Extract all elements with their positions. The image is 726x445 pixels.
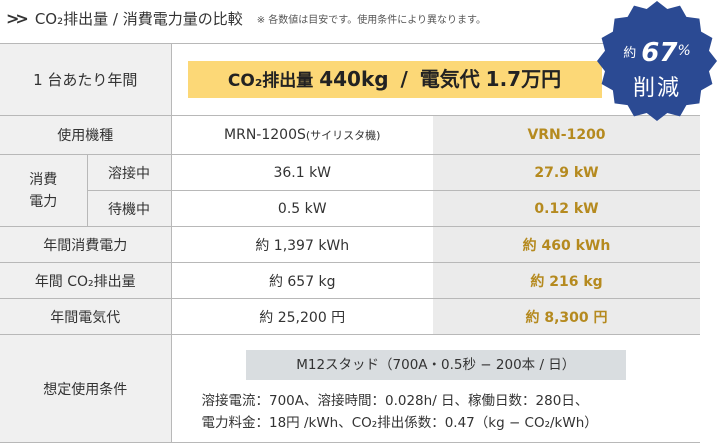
power-group-label: 消費 電力	[0, 154, 87, 227]
conditions-row: 想定使用条件 M12スタッド（700A・0.5秒 − 200本 / 日） 溶接電…	[0, 334, 700, 443]
summary-label: 1 台あたり年間	[0, 43, 171, 116]
summary-row: 1 台あたり年間 CO₂排出量 440kg / 電気代 1.7万円	[0, 43, 700, 116]
co2-value: 440kg	[319, 67, 389, 91]
model-row: 使用機種 MRN-1200S(サイリスタ機) VRN-1200	[0, 115, 700, 155]
value-old: 約 657 kg	[170, 262, 433, 299]
model-new: VRN-1200	[433, 115, 700, 155]
annual-power-row: 年間消費電力 約 1,397 kWh 約 460 kWh	[0, 226, 700, 263]
reduction-badge: 約 67% 削減	[596, 0, 718, 122]
conditions-label: 想定使用条件	[0, 334, 171, 443]
summary-highlight: CO₂排出量 440kg / 電気代 1.7万円	[187, 61, 602, 98]
value-new: 約 216 kg	[433, 262, 700, 299]
value-old: 約 1,397 kWh	[170, 226, 433, 263]
row-label: 年間 CO₂排出量	[0, 262, 171, 299]
section-header: >> CO₂排出量 / 消費電力量の比較 ※ 各数値は目安です。使用条件により異…	[6, 6, 486, 30]
value-new: 約 8,300 円	[433, 298, 700, 335]
value-new: 27.9 kW	[433, 154, 700, 191]
row-label: 年間消費電力	[0, 226, 171, 263]
value-old: 36.1 kW	[170, 154, 433, 191]
model-label: 使用機種	[0, 115, 171, 155]
power-row-welding: 消費 電力 溶接中 36.1 kW 27.9 kW	[0, 154, 700, 227]
cost-label: 電気代	[419, 67, 480, 91]
row-label: 待機中	[86, 190, 171, 227]
value-old: 約 25,200 円	[170, 298, 433, 335]
row-label: 年間電気代	[0, 298, 171, 335]
value-new: 約 460 kWh	[433, 226, 700, 263]
comparison-table: 1 台あたり年間 CO₂排出量 440kg / 電気代 1.7万円 使用機種 M…	[0, 43, 700, 443]
annual-co2-row: 年間 CO₂排出量 約 657 kg 約 216 kg	[0, 262, 700, 299]
power-row-standby: 待機中 0.5 kW 0.12 kW	[0, 190, 700, 227]
value-new: 0.12 kW	[433, 190, 700, 227]
badge-label: 削減	[632, 76, 681, 101]
row-label: 溶接中	[86, 154, 171, 191]
model-old: MRN-1200S(サイリスタ機)	[170, 115, 433, 155]
summary-separator: /	[400, 67, 408, 91]
badge-value: 67	[641, 38, 678, 68]
badge-starburst-icon	[597, 1, 717, 121]
cost-value: 1.7万円	[485, 67, 562, 91]
badge-unit: %	[677, 43, 691, 59]
badge-prefix: 約	[623, 46, 637, 61]
double-chevron-right-icon: >>	[6, 8, 29, 28]
value-old: 0.5 kW	[170, 190, 433, 227]
section-title: CO₂排出量 / 消費電力量の比較	[34, 9, 243, 28]
co2-label: CO₂排出量	[227, 71, 314, 91]
annual-cost-row: 年間電気代 約 25,200 円 約 8,300 円	[0, 298, 700, 335]
conditions-text: 溶接電流：700A、溶接時間：0.028h/ 日、稼働日数：280日、 電力料金…	[201, 392, 598, 431]
disclaimer-note: ※ 各数値は目安です。使用条件により異なります。	[256, 14, 487, 26]
conditions-box: M12スタッド（700A・0.5秒 − 200本 / 日）	[245, 349, 626, 380]
